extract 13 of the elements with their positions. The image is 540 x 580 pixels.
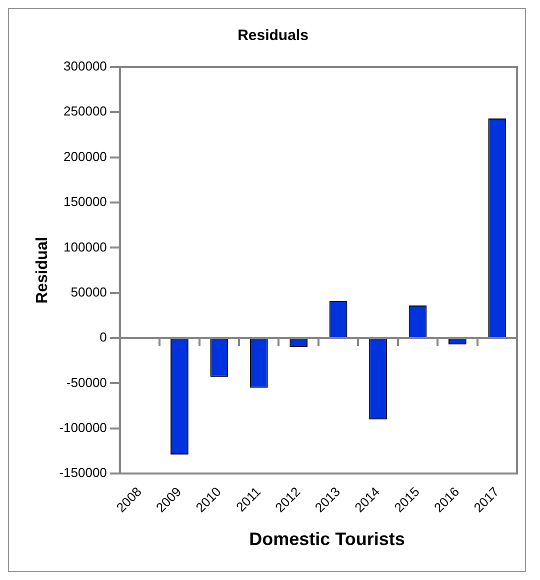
y-axis-title: Residual xyxy=(34,236,52,304)
y-tick-label: 0 xyxy=(100,330,107,345)
y-tick-label: 100000 xyxy=(64,239,107,254)
y-tick-label: 50000 xyxy=(70,284,107,300)
x-axis-title: Domestic Tourists xyxy=(248,529,406,550)
y-tick-label: 300000 xyxy=(64,58,107,74)
y-tick-label: -50000 xyxy=(66,374,107,390)
chart-title: Residuals xyxy=(238,27,308,44)
y-tick-label: 150000 xyxy=(64,194,107,210)
y-tick-label: -150000 xyxy=(59,465,107,480)
y-tick-label: 250000 xyxy=(64,104,107,119)
y-tick-label: -100000 xyxy=(59,420,107,435)
y-tick-label: 200000 xyxy=(64,148,107,164)
